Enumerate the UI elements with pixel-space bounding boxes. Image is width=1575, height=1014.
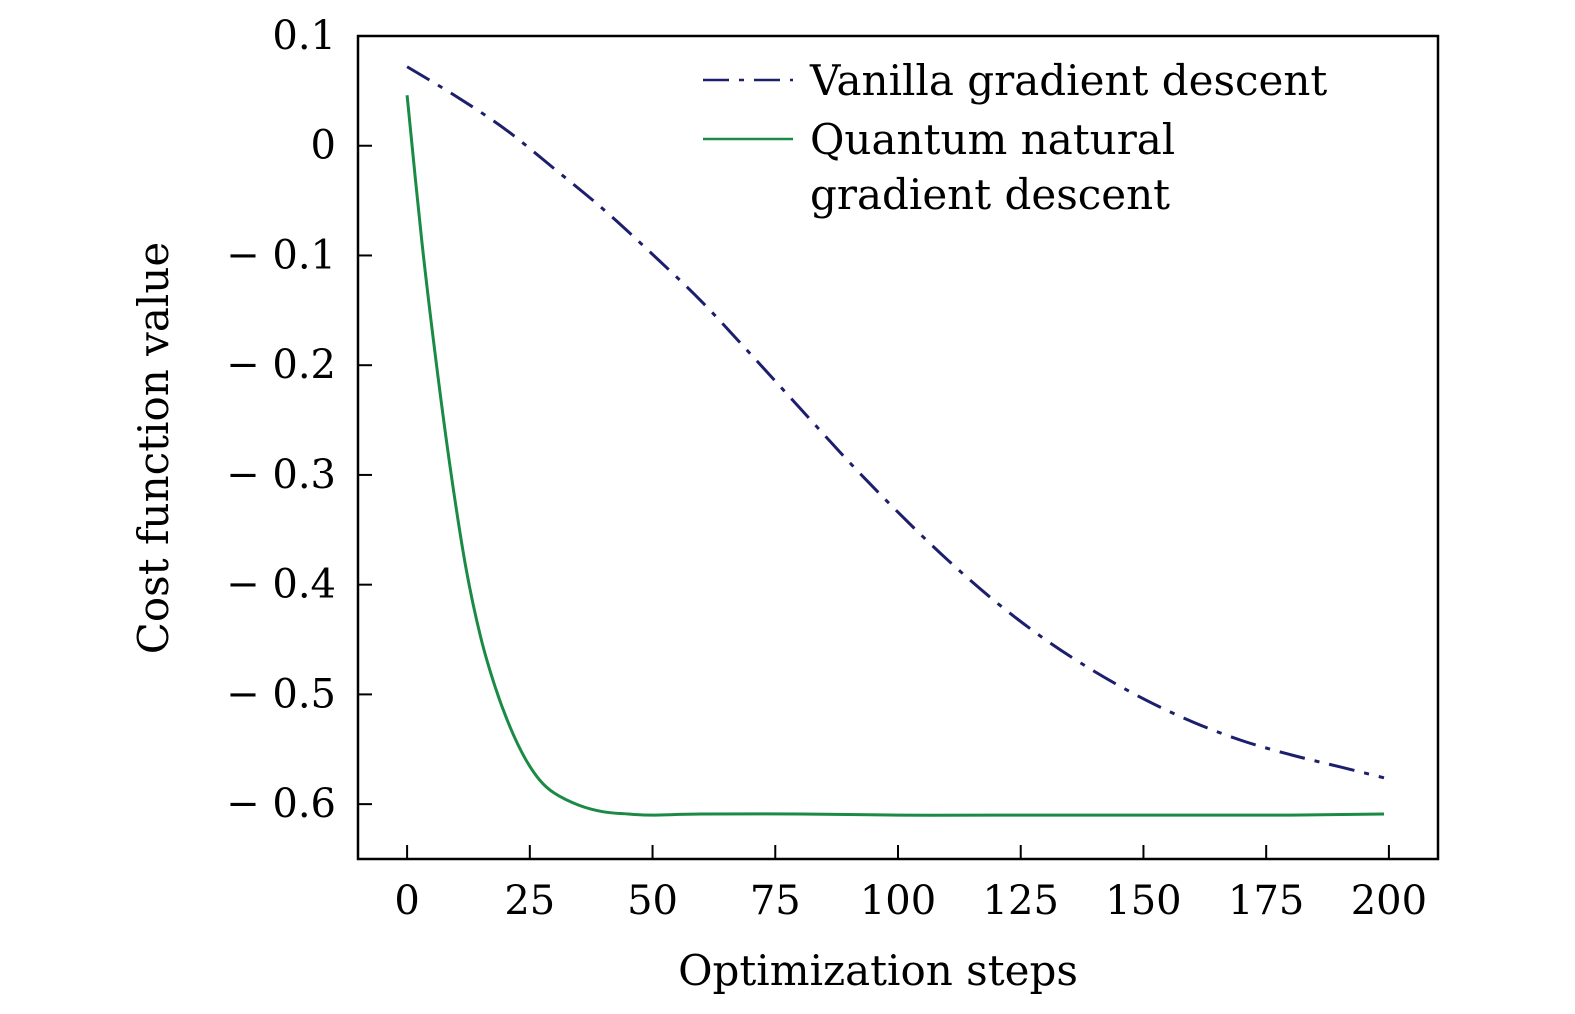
legend-label-qng: Quantum natural gradient descent — [810, 115, 1175, 219]
x-tick-label: 50 — [627, 878, 678, 924]
x-tick-label: 0 — [394, 878, 419, 924]
y-tick-label: − 0.6 — [226, 781, 336, 827]
x-tick-label: 75 — [750, 878, 801, 924]
x-axis-ticks: 0 25 50 75 100 125 150 175 200 — [394, 845, 1427, 924]
x-tick-label: 175 — [1228, 878, 1304, 924]
x-axis-label: Optimization steps — [678, 946, 1078, 995]
x-tick-label: 200 — [1351, 878, 1427, 924]
series-line-qng — [405, 95, 1385, 817]
x-tick-label: 100 — [860, 878, 936, 924]
y-tick-label: − 0.2 — [226, 342, 336, 388]
y-tick-label: − 0.5 — [226, 671, 336, 717]
x-tick-label: 150 — [1105, 878, 1181, 924]
legend-label-vanilla: Vanilla gradient descent — [809, 56, 1327, 105]
y-tick-label: 0.1 — [272, 13, 336, 59]
x-tick-label: 25 — [504, 878, 555, 924]
x-tick-label: 125 — [983, 878, 1059, 924]
series-layer — [405, 65, 1385, 817]
y-tick-label: 0 — [311, 123, 336, 169]
y-axis-label: Cost function value — [129, 242, 178, 654]
legend-label-line: gradient descent — [810, 170, 1170, 219]
legend-label-line: Quantum natural — [810, 115, 1175, 164]
legend: Vanilla gradient descent Quantum natural… — [703, 56, 1327, 219]
y-tick-label: − 0.3 — [226, 452, 336, 498]
y-axis-ticks: 0.1 0 − 0.1 − 0.2 − 0.3 − 0.4 − 0.5 − 0.6 — [226, 13, 372, 827]
y-tick-label: − 0.4 — [226, 562, 336, 608]
series-line-vanilla — [406, 65, 1385, 780]
y-tick-label: − 0.1 — [226, 232, 336, 278]
